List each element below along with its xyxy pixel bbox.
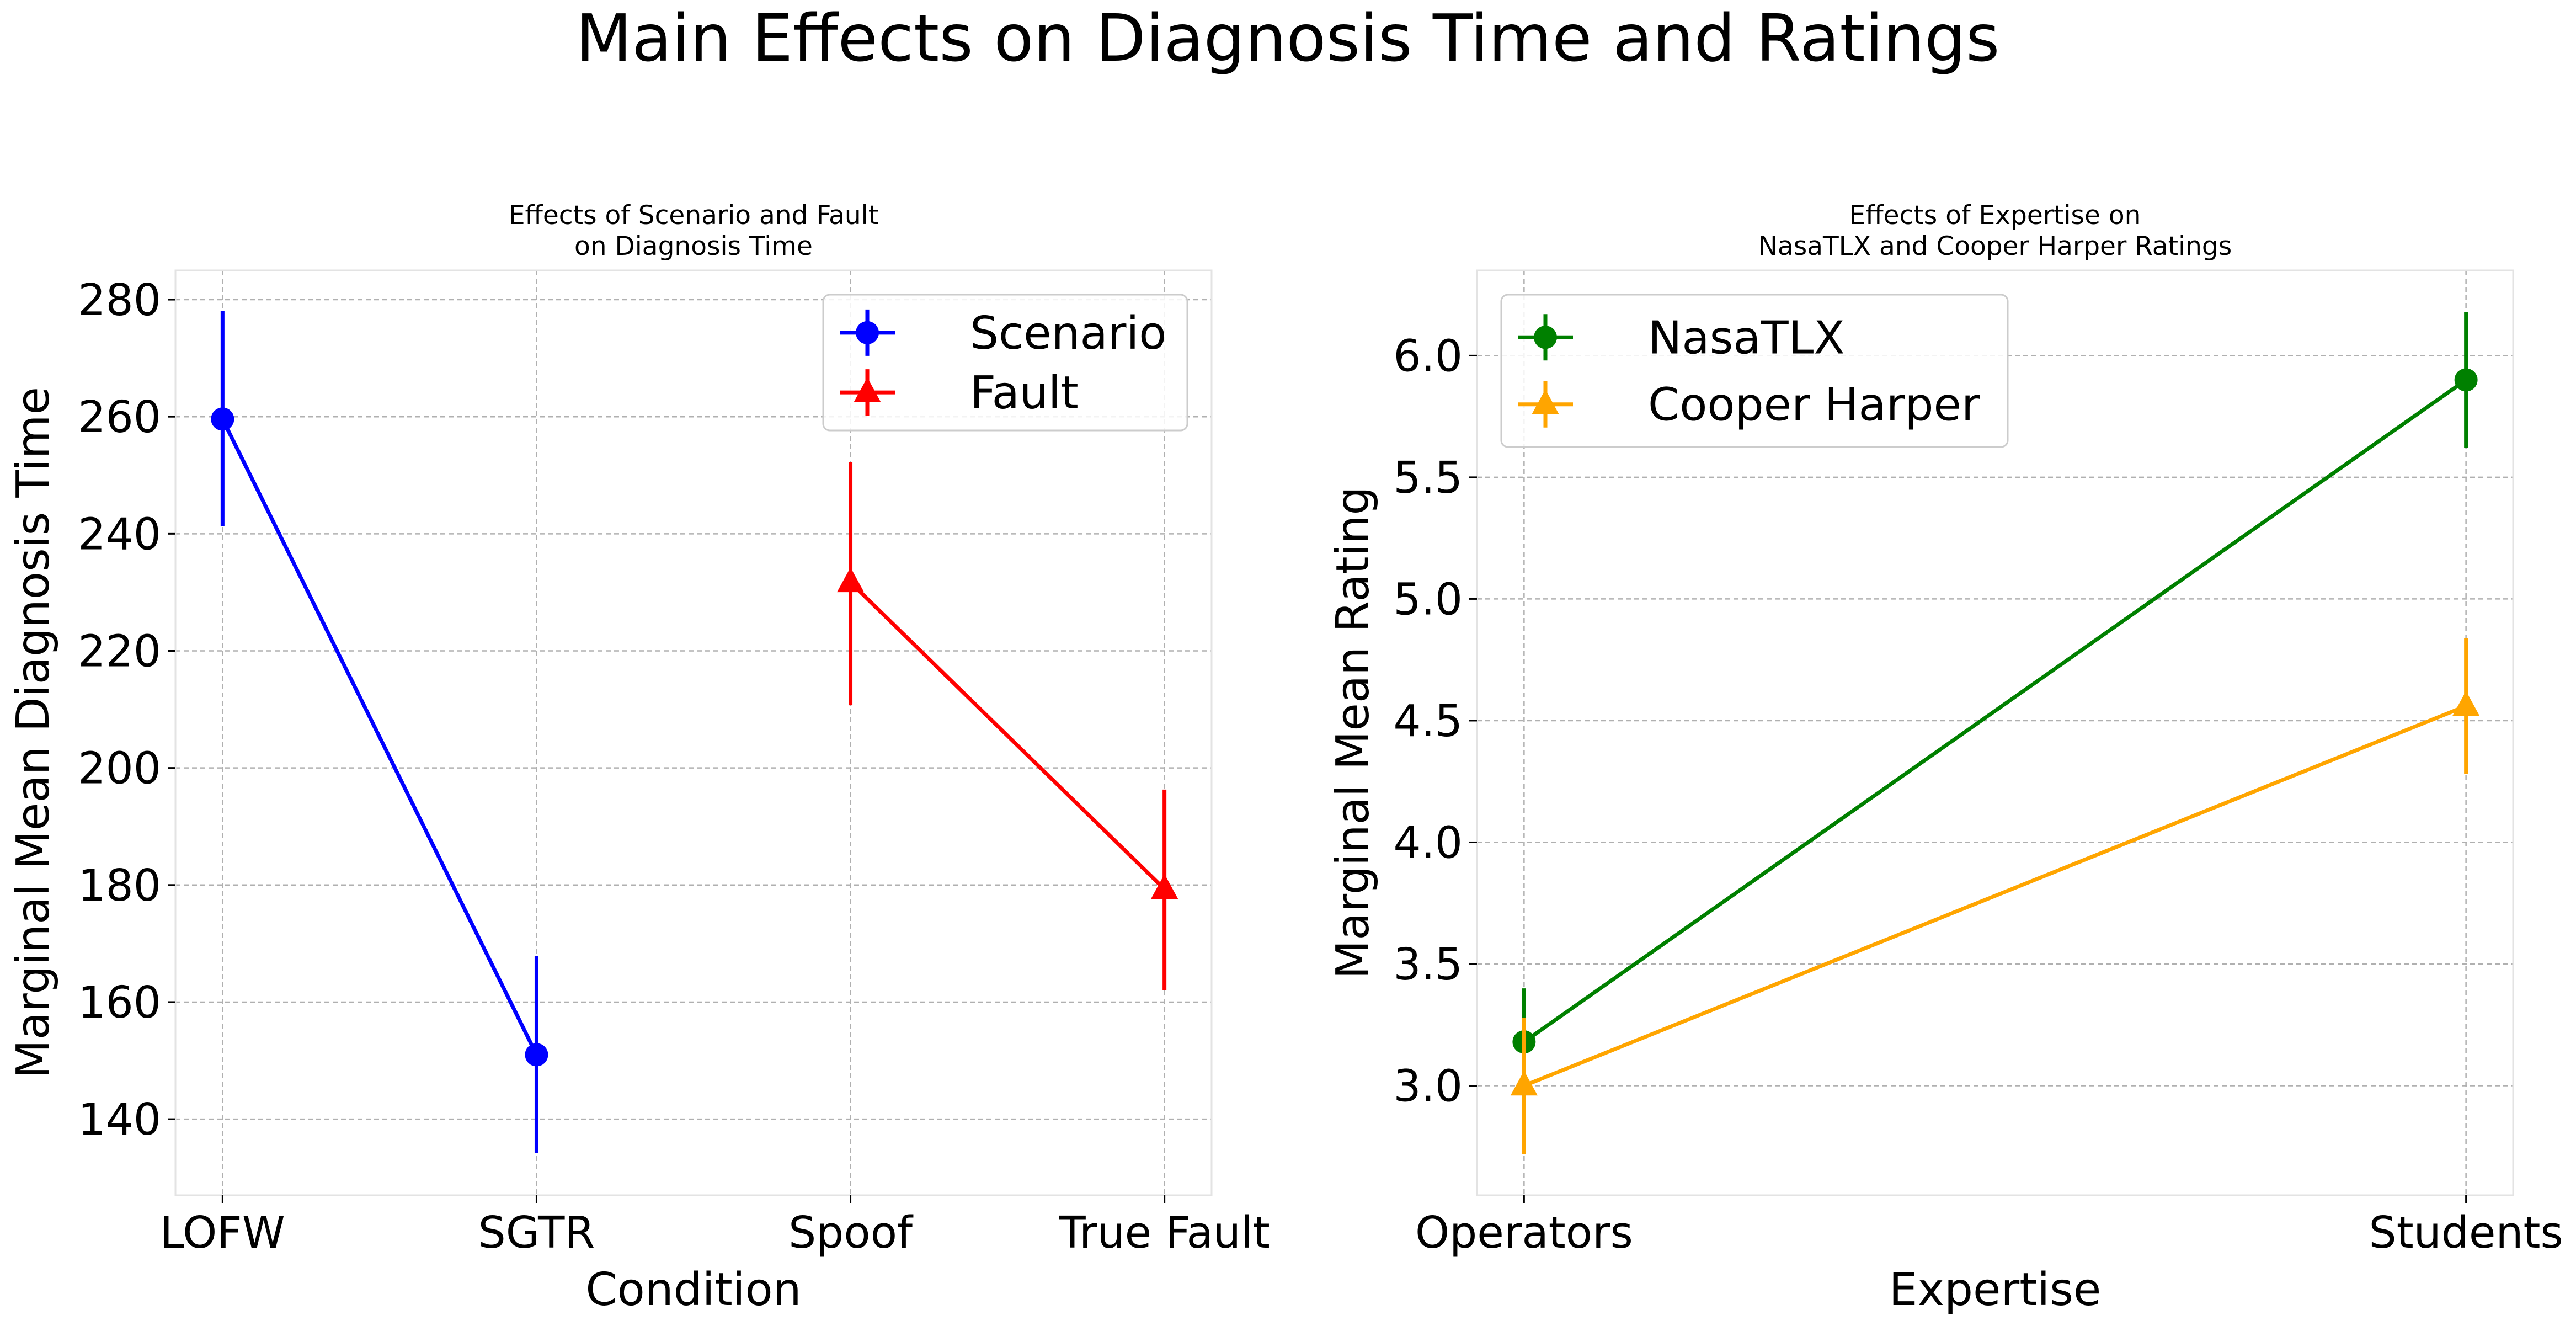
- y-tick-label: 220: [78, 626, 161, 677]
- y-tick-label: 3.5: [1393, 939, 1463, 990]
- data-point-scenario-lofw: [211, 407, 234, 431]
- y-axis-label: Marginal Mean Diagnosis Time: [7, 387, 60, 1079]
- legend-label-nasatlx: NasaTLX: [1648, 312, 1845, 364]
- legend: NasaTLX Cooper Harper: [1500, 294, 2009, 448]
- legend-label-fault: Fault: [970, 367, 1079, 419]
- y-tick-label: 260: [78, 392, 161, 443]
- y-tick-label: 4.0: [1393, 817, 1463, 868]
- y-axis-label: Marginal Mean Rating: [1327, 486, 1379, 979]
- legend-label-scenario: Scenario: [970, 307, 1166, 360]
- data-point-scenario-sgtr: [525, 1043, 548, 1067]
- series-line-fault: [849, 581, 1166, 891]
- y-tick-label: 140: [78, 1094, 161, 1145]
- y-tick-label: 180: [78, 860, 161, 911]
- series-line-nasatlx: [1523, 378, 2467, 1044]
- series-cooper-harper: [1510, 637, 2480, 1154]
- y-tick-label: 280: [78, 275, 161, 326]
- data-point-nasatlx-students: [2454, 368, 2478, 392]
- plot-title-line: NasaTLX and Cooper Harper Ratings: [1758, 231, 2232, 262]
- plot-frame: [1476, 269, 2514, 1196]
- legend-handle-marker-scenario: [856, 321, 879, 344]
- x-tick-label-operators: Operators: [1415, 1207, 1633, 1258]
- data-point-cooper-harper-students: [2452, 691, 2480, 716]
- legend-handle-marker-nasatlx: [1534, 326, 1557, 349]
- data-point-fault-true-fault: [1151, 874, 1178, 899]
- y-tick-label: 5.5: [1393, 452, 1463, 503]
- x-axis-label: Condition: [585, 1264, 801, 1316]
- x-tick-label-lofw: LOFW: [160, 1207, 285, 1258]
- series-scenario: [211, 311, 548, 1153]
- x-tick-label-true-fault: True Fault: [1058, 1207, 1270, 1258]
- legend-handle-marker-cooper-harper: [1532, 389, 1559, 414]
- data-point-cooper-harper-operators: [1510, 1071, 1538, 1096]
- x-axis-label: Expertise: [1889, 1264, 2102, 1316]
- y-tick-label: 5.0: [1393, 574, 1463, 625]
- plot-title-line: Effects of Scenario and Fault: [509, 200, 878, 231]
- plot-frame: [174, 269, 1213, 1196]
- series-nasatlx: [1512, 311, 2478, 1093]
- series-line-scenario: [221, 418, 538, 1056]
- y-tick-label: 160: [78, 977, 161, 1028]
- y-tick-label: 3.0: [1393, 1061, 1463, 1112]
- series-fault: [836, 462, 1178, 990]
- y-tick-label: 240: [78, 509, 161, 560]
- y-tick-label: 6.0: [1393, 331, 1463, 381]
- figure-title: Main Effects on Diagnosis Time and Ratin…: [575, 0, 1999, 76]
- x-tick-label-students: Students: [2369, 1207, 2563, 1258]
- x-tick-label-sgtr: SGTR: [478, 1207, 595, 1258]
- series-line-cooper-harper: [1523, 704, 2467, 1088]
- legend-handle-marker-fault: [854, 377, 881, 402]
- legend-box: [822, 294, 1188, 432]
- legend-label-cooper-harper: Cooper Harper: [1648, 379, 1980, 432]
- data-point-fault-spoof: [836, 567, 865, 593]
- y-tick-label: 200: [78, 743, 161, 794]
- x-tick-label-spoof: Spoof: [788, 1207, 914, 1258]
- legend: Scenario Fault: [822, 294, 1188, 432]
- y-tick-label: 4.5: [1393, 696, 1463, 747]
- legend-box: [1500, 294, 2009, 448]
- plot-title-line: Effects of Expertise on: [1849, 200, 2141, 231]
- plot-title-line: on Diagnosis Time: [574, 231, 813, 262]
